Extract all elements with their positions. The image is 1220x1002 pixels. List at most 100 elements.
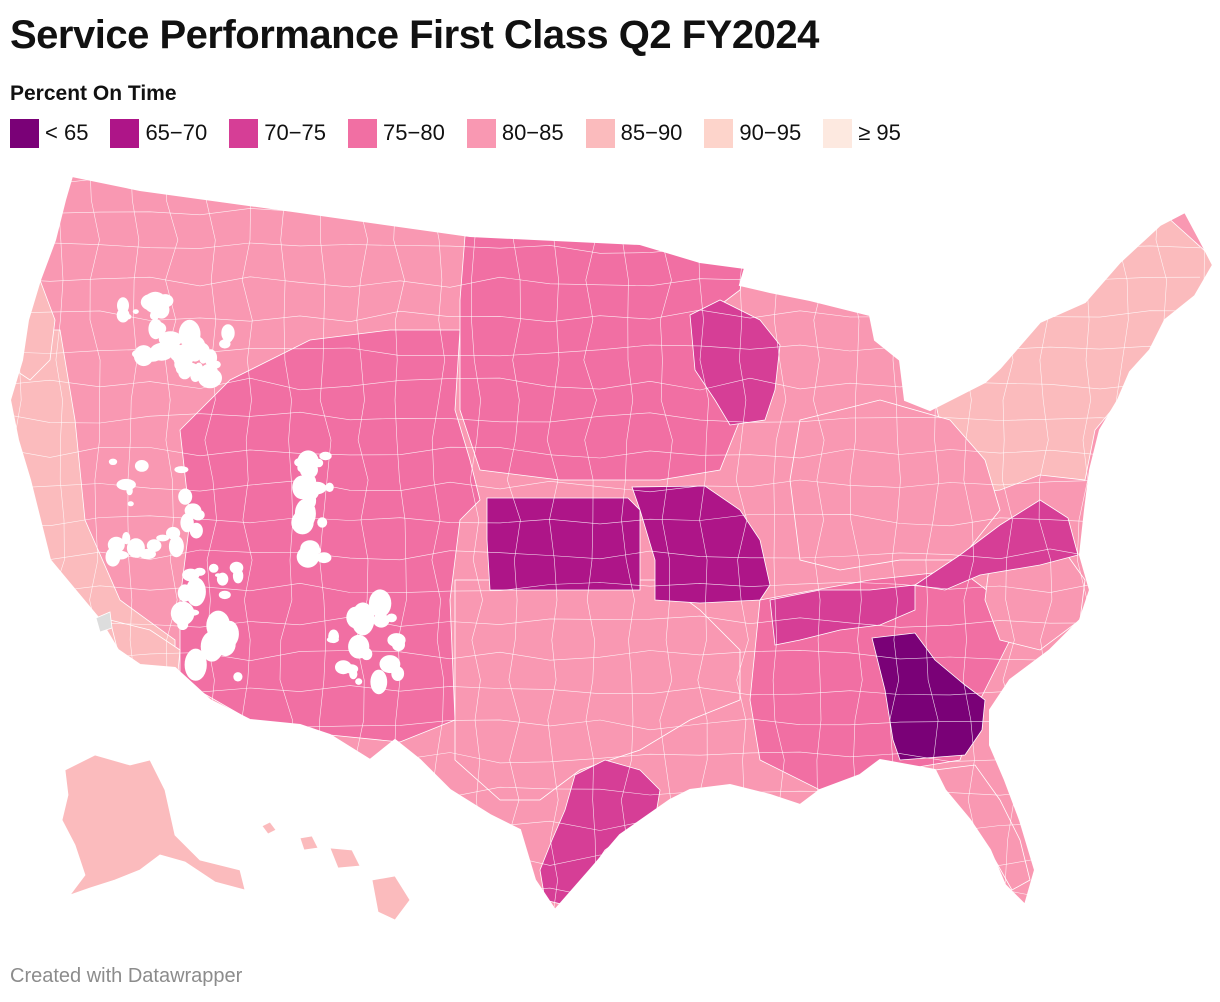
zip-boundary-line <box>10 176 1201 186</box>
zip-boundary-line <box>10 377 1201 391</box>
chart-title: Service Performance First Class Q2 FY202… <box>10 13 819 57</box>
no-coverage-patch <box>335 660 352 675</box>
no-coverage-patch <box>379 655 401 674</box>
legend-swatch <box>348 118 378 148</box>
legend-swatch <box>704 118 734 148</box>
no-coverage-patch <box>215 573 222 578</box>
no-coverage-patch <box>297 450 319 474</box>
no-coverage-patch <box>211 360 221 369</box>
legend-item: 70−75 <box>229 118 327 148</box>
legend-label: 65−70 <box>145 120 208 145</box>
no-coverage-patch <box>170 601 195 626</box>
no-coverage-patch <box>127 501 134 507</box>
no-coverage-patch <box>355 678 363 685</box>
no-coverage-patch <box>134 460 149 472</box>
no-coverage-patch <box>233 672 243 682</box>
zip-boundary-line <box>10 581 1201 594</box>
no-coverage-patch <box>360 647 373 661</box>
legend-label: 90−95 <box>739 120 802 145</box>
no-coverage-patch <box>178 488 193 505</box>
legend-label: ≥ 95 <box>858 120 901 145</box>
no-coverage-patch <box>370 669 388 695</box>
no-coverage-patch <box>184 648 207 681</box>
legend-swatch <box>823 118 853 148</box>
zip-boundary-line <box>10 411 1201 424</box>
zip-boundary-line <box>10 479 1201 493</box>
no-coverage-patch <box>107 536 125 554</box>
legend-item: 90−95 <box>704 118 802 148</box>
region-hawaii-1 <box>261 821 277 835</box>
no-coverage-patch <box>185 577 206 607</box>
legend-item: 65−70 <box>110 118 208 148</box>
zip-boundary-line <box>583 176 597 910</box>
legend: < 65 65−70 70−75 75−80 80−85 85−90 90−95… <box>10 118 923 148</box>
legend-title: Percent On Time <box>10 82 177 105</box>
region-hawaii-2 <box>299 835 319 851</box>
no-coverage-patch <box>311 546 322 555</box>
zip-boundary-line <box>0 922 1200 934</box>
no-coverage-patch <box>365 613 375 627</box>
zip-boundary-line <box>10 650 1201 662</box>
no-coverage-patch <box>108 458 118 465</box>
no-coverage-patch <box>229 561 244 574</box>
region-alaska <box>61 754 246 896</box>
no-coverage-patch <box>132 309 139 314</box>
no-coverage-patch <box>202 646 219 658</box>
no-coverage-patch <box>184 503 202 518</box>
no-coverage-patch <box>292 475 313 500</box>
region-missouri <box>631 485 771 604</box>
no-coverage-patch <box>124 313 132 320</box>
legend-item: ≥ 95 <box>823 118 901 148</box>
region-mountain-west <box>179 329 481 743</box>
no-coverage-patch <box>132 349 148 359</box>
no-coverage-patch <box>168 535 184 558</box>
legend-label: 85−90 <box>620 120 683 145</box>
region-tn-valley <box>769 584 916 646</box>
no-coverage-patch <box>205 357 215 364</box>
zip-boundary-line <box>620 176 635 910</box>
no-coverage-patch <box>116 478 136 491</box>
no-coverage-patch <box>291 510 314 535</box>
no-coverage-patch <box>187 609 200 616</box>
no-coverage-patch <box>187 571 196 577</box>
legend-item: 80−85 <box>466 118 564 148</box>
no-coverage-patch <box>126 486 133 496</box>
legend-swatch <box>229 118 259 148</box>
no-coverage-patch <box>317 517 328 528</box>
no-coverage-patch <box>349 669 358 680</box>
no-coverage-patch <box>325 482 334 492</box>
legend-label: 70−75 <box>264 120 327 145</box>
choropleth-map <box>0 175 1214 934</box>
legend-label: 75−80 <box>383 120 445 145</box>
region-hawaii-3 <box>329 847 361 869</box>
no-coverage-patch <box>351 602 375 636</box>
no-coverage-patch <box>139 548 156 560</box>
attribution: Created with Datawrapper <box>10 965 243 987</box>
zip-boundary-line <box>10 446 1201 459</box>
zip-boundary-line <box>10 615 1201 628</box>
region-wisconsin <box>689 299 781 426</box>
zip-boundary-line <box>10 513 1201 527</box>
legend-label: < 65 <box>45 120 89 145</box>
region-kansas <box>486 497 641 591</box>
no-coverage-patch <box>221 324 235 342</box>
no-coverage-patch <box>149 342 174 361</box>
no-coverage-patch <box>146 539 162 552</box>
no-coverage-patch <box>326 636 339 643</box>
no-coverage-patch <box>381 598 390 610</box>
legend-swatch <box>585 118 615 148</box>
legend-item: 75−80 <box>348 118 445 148</box>
no-coverage-patch <box>373 613 390 628</box>
no-coverage-patch <box>166 526 181 540</box>
region-virginia <box>913 499 1079 591</box>
legend-item: < 65 <box>10 118 89 148</box>
region-no-data <box>95 611 113 633</box>
no-coverage-patch <box>181 524 188 530</box>
zip-boundary-line <box>10 548 1201 561</box>
no-coverage-patch <box>156 534 170 542</box>
legend-swatch <box>466 118 496 148</box>
zip-boundary-line <box>546 176 560 910</box>
region-hawaii-4 <box>371 875 411 921</box>
no-coverage-patch <box>177 619 189 630</box>
map-regions <box>10 176 1213 910</box>
